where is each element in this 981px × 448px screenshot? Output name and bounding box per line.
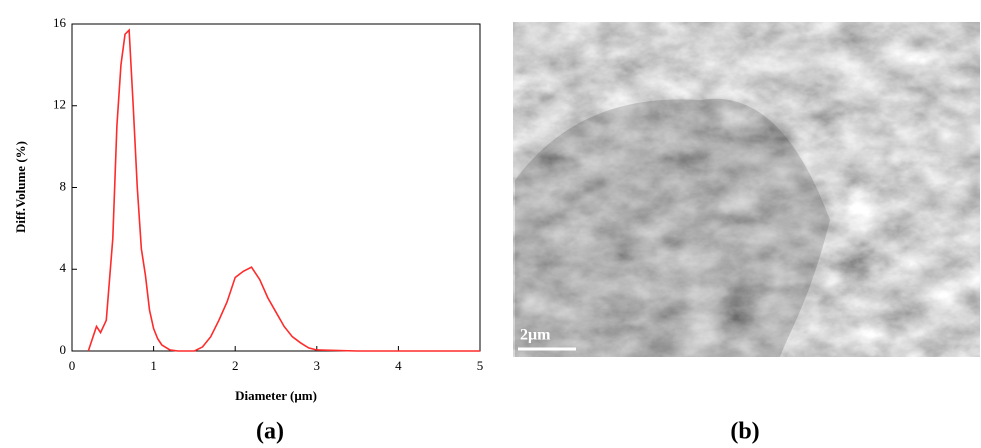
figure: Diameter (μm) Diff.Volume (%) (a) (b) 2μ…: [0, 0, 981, 448]
scale-bar-label: 2μm: [520, 327, 551, 344]
y-tick-label: 8: [60, 178, 67, 193]
x-axis-label: Diameter (μm): [235, 388, 317, 403]
y-axis-label: Diff.Volume (%): [13, 141, 28, 233]
x-tick-label: 2: [232, 358, 239, 373]
x-tick-label: 3: [314, 358, 321, 373]
x-tick-label: 5: [477, 358, 484, 373]
plot-frame: [72, 24, 480, 351]
x-tick-label: 1: [150, 358, 157, 373]
micrograph: 2μm: [513, 22, 980, 357]
x-tick-label: 0: [69, 358, 76, 373]
shadow: [515, 99, 830, 357]
panel-label: (b): [730, 419, 759, 445]
y-tick-label: 12: [53, 97, 66, 112]
x-tick-label: 4: [395, 358, 402, 373]
data-line: [88, 30, 480, 351]
y-tick-label: 4: [60, 260, 67, 275]
y-tick-label: 0: [60, 342, 67, 357]
y-tick-label: 16: [53, 15, 67, 30]
panel-label: (a): [256, 419, 284, 445]
